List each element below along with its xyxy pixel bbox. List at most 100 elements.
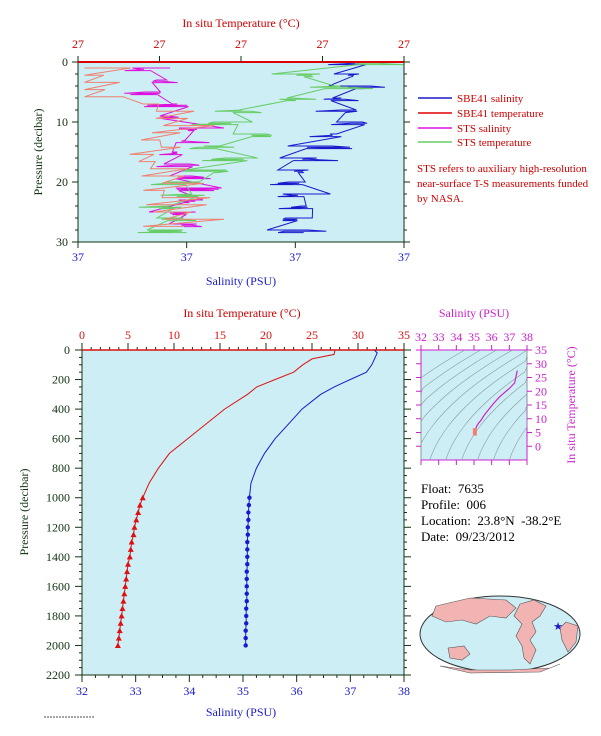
temperature-point <box>133 516 140 523</box>
temperature-point <box>116 627 123 634</box>
ts-x-tick-label: 33 <box>433 330 445 344</box>
top-panel-left-axis-title: Pressure (decibar) <box>31 109 45 196</box>
ts-density-contour <box>445 350 528 461</box>
salinity-point <box>244 621 249 626</box>
main-x-tick-label: 36 <box>291 684 303 698</box>
top-panel-bottom-axis-title: Salinity (PSU) <box>206 274 276 288</box>
main-y-tick-label: 2000 <box>46 638 70 652</box>
ts-x-tick-label: 35 <box>468 330 480 344</box>
ts-deep-cluster <box>472 428 477 436</box>
top-panel-bottom-tick-1: 37 <box>181 250 193 264</box>
world-map-land-australia <box>447 645 471 661</box>
temperature-point <box>119 605 126 612</box>
location: Location: 23.8°N -38.2°E <box>421 513 562 528</box>
main-x-tick-label: 38 <box>398 684 410 698</box>
top-panel-legend: SBE41 salinity SBE41 temperature STS sal… <box>418 93 544 149</box>
ts-x-tick-label: 32 <box>415 330 427 344</box>
temperature-point <box>127 546 134 552</box>
temperature-point <box>139 494 146 501</box>
salinity-point <box>245 539 250 545</box>
legend-label-sts-temperature: STS temperature <box>457 137 531 149</box>
temperature-point <box>118 612 125 619</box>
top-panel-bottom-tick-3: 37 <box>398 250 410 264</box>
temperature-line <box>142 349 336 498</box>
ts-x-tick-label: 34 <box>450 330 462 344</box>
main-x2-tick-label: 5 <box>125 328 131 342</box>
ts-x-tick-label: 36 <box>486 330 498 344</box>
ts-x-tick-label: 38 <box>521 330 533 344</box>
temperature-point <box>121 590 128 597</box>
main-y-tick-label: 1800 <box>46 609 70 623</box>
main-panel-background <box>81 349 405 676</box>
salinity-point <box>244 584 249 589</box>
temperature-point <box>117 620 124 626</box>
salinity-point <box>245 554 250 560</box>
top-panel-top-tick-4: 27 <box>398 37 410 51</box>
ts-density-contour <box>420 349 513 460</box>
top-panel-series-sts-temperature-detail <box>84 67 225 227</box>
date: Date: 09/23/2012 <box>421 529 515 544</box>
top-panel-traces <box>84 61 404 234</box>
temperature-point <box>125 561 131 567</box>
temperature-point <box>136 502 143 508</box>
main-y-tick-label: 400 <box>52 402 70 416</box>
salinity-point <box>245 547 250 552</box>
salinity-point <box>245 532 251 537</box>
ts-panel-top-axis-title: Salinity (PSU) <box>439 306 509 320</box>
world-map: ★ <box>419 595 581 674</box>
salinity-point <box>244 606 249 611</box>
top-panel-bottom-tick-2: 37 <box>289 250 301 264</box>
main-panel-left-axis-title: Pressure (decibar) <box>17 469 31 556</box>
main-x-tick-label: 37 <box>344 684 356 698</box>
legend-label-sbe41-temperature: SBE41 temperature <box>457 108 544 120</box>
main-x2-tick-label: 10 <box>168 328 180 342</box>
main-y-tick-label: 1600 <box>46 579 70 593</box>
main-y-tick-label: 1200 <box>46 520 70 534</box>
top-panel-ticks <box>72 56 410 248</box>
main-y-tick-label: 200 <box>52 373 70 387</box>
top-panel-left-tick-2: 20 <box>56 175 68 189</box>
main-x-tick-label: 32 <box>76 684 88 698</box>
ts-y-tick-label: 0 <box>535 439 541 453</box>
temperature-point <box>123 575 130 582</box>
main-x2-tick-label: 30 <box>352 328 364 342</box>
main-x-tick-label: 34 <box>183 684 195 698</box>
ts-y-tick-label: 30 <box>535 357 547 371</box>
main-panel-top-axis-title: In situ Temperature (°C) <box>183 306 300 320</box>
salinity-point <box>246 502 252 508</box>
main-x2-tick-label: 20 <box>260 328 272 342</box>
main-panel-bottom-axis-title: Salinity (PSU) <box>206 705 276 719</box>
top-panel-bottom-tick-0: 37 <box>72 250 84 264</box>
main-y-tick-label: 2200 <box>46 668 70 682</box>
temperature-point <box>122 583 129 589</box>
world-map-land-americas <box>513 599 547 665</box>
temperature-point <box>131 524 138 530</box>
sts-note: STS refers to auxiliary high-resolution … <box>417 163 589 205</box>
main-x2-tick-label: 35 <box>398 328 410 342</box>
ts-y-tick-label: 35 <box>535 343 547 357</box>
main-x2-tick-label: 0 <box>79 328 85 342</box>
ts-y-tick-label: 5 <box>535 426 541 440</box>
main-y-tick-label: 800 <box>52 461 70 475</box>
salinity-point <box>243 635 248 641</box>
salinity-point <box>247 495 252 500</box>
main-x2-tick-label: 25 <box>306 328 318 342</box>
top-panel-left-tick-0: 0 <box>62 55 68 69</box>
salinity-point <box>243 628 248 633</box>
main-y-tick-label: 0 <box>64 343 70 357</box>
salinity-point <box>244 576 249 582</box>
temperature-point <box>130 531 137 538</box>
main-panel-ticks <box>75 343 411 682</box>
float-location-star-icon: ★ <box>553 621 563 633</box>
ts-y-tick-label: 15 <box>535 398 547 412</box>
main-x-tick-label: 35 <box>237 684 249 698</box>
main-y-tick-label: 1000 <box>46 491 70 505</box>
main-panel-traces <box>114 349 378 648</box>
ts-density-contour <box>420 349 528 460</box>
salinity-point <box>245 525 251 530</box>
world-map-land-africa <box>559 621 579 653</box>
salinity-line <box>248 349 378 498</box>
